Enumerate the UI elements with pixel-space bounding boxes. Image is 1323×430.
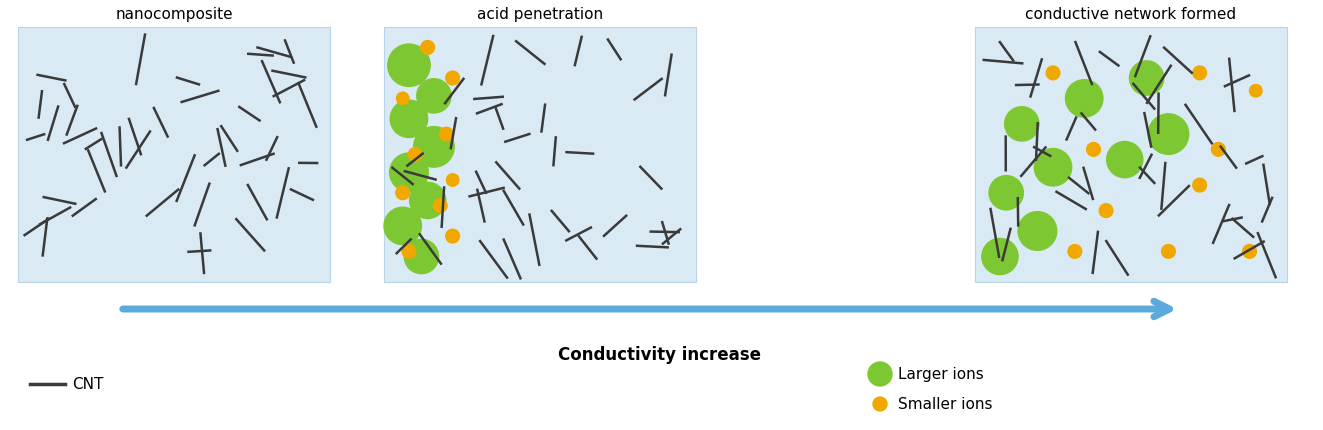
Circle shape [402,245,415,259]
Circle shape [1193,179,1207,193]
Ellipse shape [1065,80,1103,118]
Circle shape [868,362,892,386]
Circle shape [446,230,459,243]
Circle shape [1249,85,1262,98]
Text: Conductivity increase: Conductivity increase [558,345,762,363]
Bar [384,28,696,283]
Ellipse shape [1035,149,1072,187]
Ellipse shape [417,80,451,114]
Text: acid penetration: acid penetration [476,7,603,22]
Circle shape [1046,67,1060,80]
Ellipse shape [1019,212,1057,251]
Ellipse shape [982,239,1019,275]
Circle shape [446,174,459,187]
Ellipse shape [1106,142,1143,178]
Text: CNT: CNT [71,377,103,392]
Ellipse shape [410,183,446,219]
Circle shape [873,397,886,411]
Circle shape [1162,245,1175,259]
Ellipse shape [390,101,427,138]
Ellipse shape [384,208,422,245]
Circle shape [1212,143,1225,157]
Text: conductive network formed: conductive network formed [1025,7,1237,22]
Circle shape [1193,67,1207,80]
Ellipse shape [1004,108,1039,142]
Circle shape [397,93,409,105]
Ellipse shape [414,127,454,168]
Ellipse shape [405,240,439,274]
Circle shape [396,187,410,200]
Ellipse shape [1130,61,1164,96]
Ellipse shape [389,154,429,192]
Circle shape [439,128,454,141]
Circle shape [446,72,459,86]
Text: Smaller ions: Smaller ions [898,396,992,412]
Ellipse shape [1148,114,1189,155]
Text: Larger ions: Larger ions [898,367,984,381]
Circle shape [1099,204,1113,218]
Bar [975,28,1287,283]
Ellipse shape [990,176,1024,210]
Bar [19,28,329,283]
Circle shape [1068,245,1082,259]
Circle shape [1086,143,1101,157]
Circle shape [421,41,434,55]
Text: nanocomposite: nanocomposite [115,7,233,22]
Circle shape [434,199,447,213]
Circle shape [409,148,422,162]
Circle shape [1242,245,1257,259]
Ellipse shape [388,45,430,87]
